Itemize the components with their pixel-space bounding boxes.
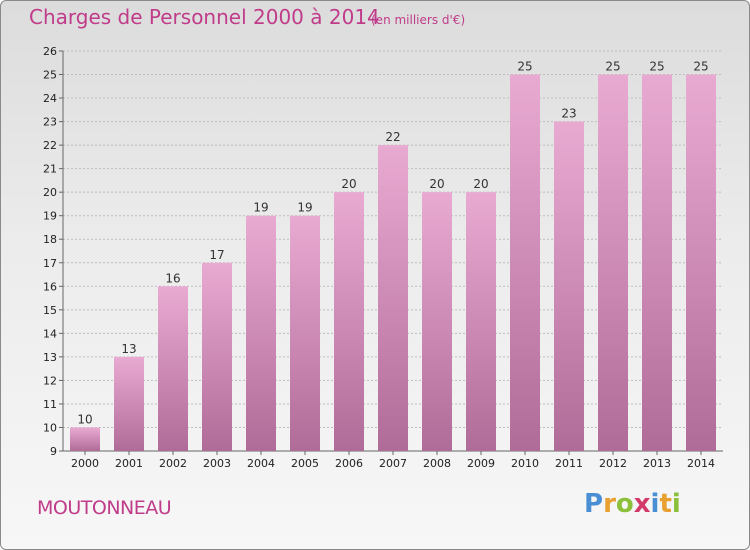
x-tick-label: 2011 [555,457,583,470]
y-tick-label: 10 [43,421,57,434]
x-tick-label: 2003 [203,457,231,470]
bar [70,427,100,451]
bar [202,262,232,451]
x-tick-label: 2009 [467,457,495,470]
y-tick-label: 23 [43,116,57,129]
proxiti-logo[interactable]: Proxiti [584,489,681,519]
bar [686,74,716,451]
x-tick-label: 2014 [687,457,715,470]
bar [246,215,276,451]
logo-letter: r [603,489,616,519]
data-label: 23 [561,107,576,121]
y-tick-label: 17 [43,257,57,270]
bar [158,286,188,451]
logo-letter: i [650,489,660,519]
y-tick-label: 9 [50,445,57,458]
data-label: 20 [341,177,356,191]
x-tick-label: 2013 [643,457,671,470]
y-tick-label: 12 [43,374,57,387]
y-tick-label: 24 [43,92,57,105]
logo-letter: P [584,489,604,519]
data-label: 20 [429,177,444,191]
y-tick-label: 15 [43,304,57,317]
x-tick-label: 2006 [335,457,363,470]
x-tick-label: 2012 [599,457,627,470]
data-label: 16 [165,271,180,285]
bar [554,121,584,452]
x-tick-label: 2008 [423,457,451,470]
bar [334,192,364,452]
x-tick-label: 2004 [247,457,275,470]
bar [378,145,408,451]
data-label: 17 [209,248,224,262]
data-label: 25 [693,60,708,74]
y-tick-label: 13 [43,351,57,364]
data-label: 25 [517,60,532,74]
y-tick-label: 22 [43,139,57,152]
bar [466,192,496,452]
bar [422,192,452,452]
x-tick-label: 2002 [159,457,187,470]
data-label: 13 [121,342,136,356]
x-tick-label: 2000 [71,457,99,470]
x-tick-label: 2010 [511,457,539,470]
logo-letter: i [671,489,681,519]
town-name: MOUTONNEAU [37,497,172,519]
y-tick-label: 11 [43,398,57,411]
bar [510,74,540,451]
logo-letter: t [659,489,672,519]
y-tick-label: 19 [43,210,57,223]
x-tick-label: 2005 [291,457,319,470]
bars [70,74,716,452]
y-tick-label: 18 [43,233,57,246]
data-label: 10 [77,412,92,426]
x-tick-label: 2007 [379,457,407,470]
data-label: 25 [649,60,664,74]
bar [642,74,672,451]
bar [598,74,628,451]
x-tick-label: 2001 [115,457,143,470]
logo-letter: o [615,489,634,519]
data-label: 19 [253,201,268,215]
data-label: 19 [297,201,312,215]
y-tick-label: 26 [43,45,57,58]
data-label: 20 [473,177,488,191]
y-tick-label: 20 [43,186,57,199]
bar [114,356,144,451]
chart-title: Charges de Personnel 2000 à 2014 [29,5,380,29]
chart-subtitle: (en milliers d'€) [371,13,466,27]
y-tick-label: 25 [43,69,57,82]
data-label: 25 [605,60,620,74]
logo-letter: x [633,489,651,519]
y-tick-label: 21 [43,163,57,176]
bar [290,215,320,451]
y-tick-label: 14 [43,327,57,340]
labels: 9 10 11 12 13 14 15 16 17 18 19 20 21 22 23 24 25 26 10 200… [43,45,715,470]
y-tick-label: 16 [43,280,57,293]
data-label: 22 [385,130,400,144]
